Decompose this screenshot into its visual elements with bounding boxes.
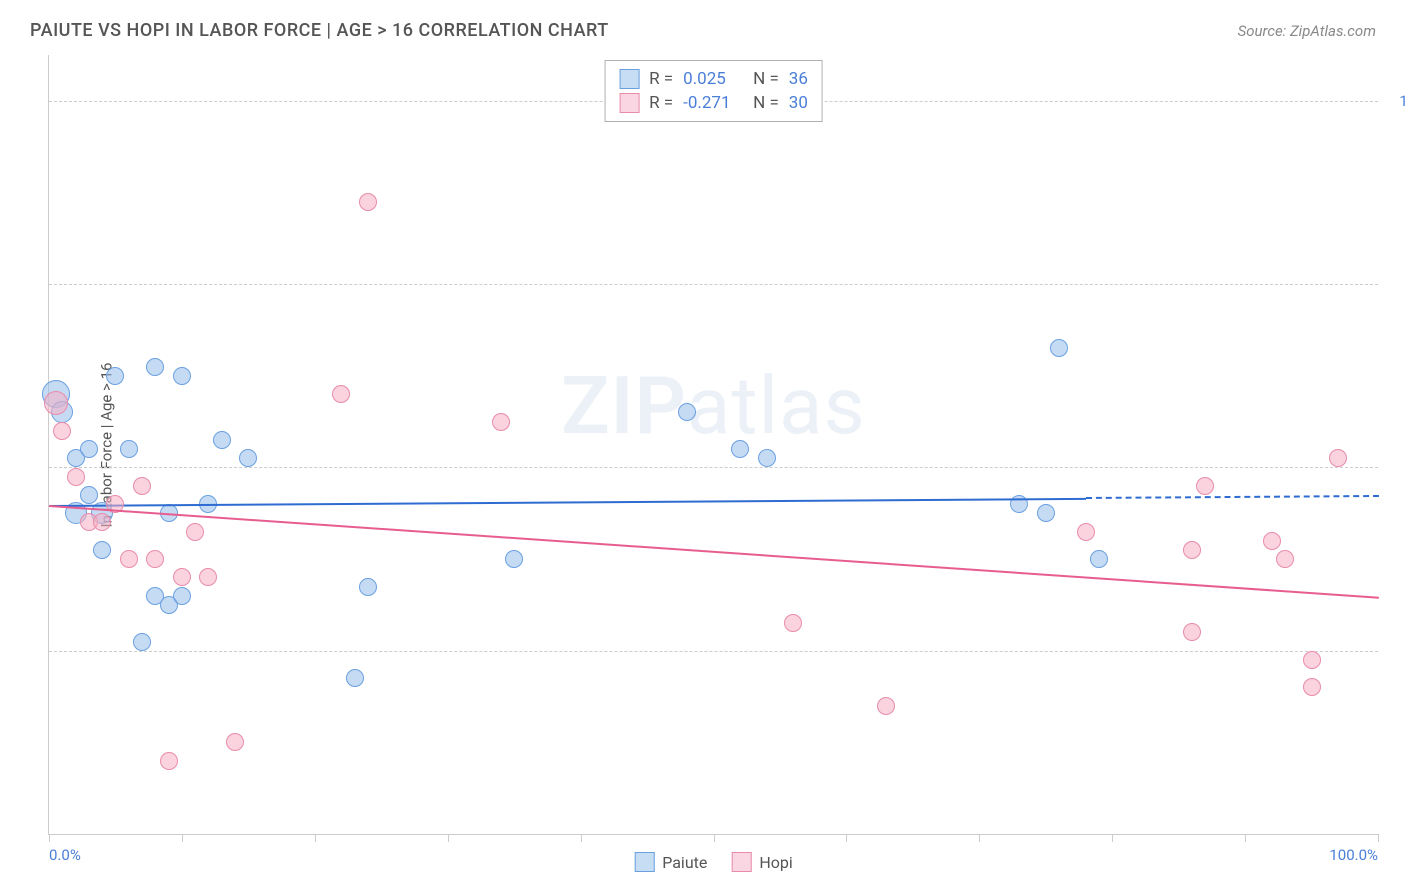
data-point xyxy=(1196,477,1214,495)
data-point xyxy=(1090,550,1108,568)
data-point xyxy=(1329,449,1347,467)
plot-area xyxy=(49,55,1378,834)
stats-row: R = -0.271 N = 30 xyxy=(619,91,808,115)
data-point xyxy=(173,568,191,586)
data-point xyxy=(346,669,364,687)
legend-label: Hopi xyxy=(759,853,792,872)
data-point xyxy=(1050,339,1068,357)
data-point xyxy=(1037,504,1055,522)
data-point xyxy=(877,697,895,715)
stats-legend: R = 0.025 N = 36 R = -0.271 N = 30 xyxy=(604,60,823,122)
data-point xyxy=(133,477,151,495)
x-max-label: 100.0% xyxy=(1329,846,1378,864)
data-point xyxy=(1303,651,1321,669)
r-value: -0.271 xyxy=(683,93,743,113)
y-tick-label: 60.0% xyxy=(1388,458,1406,476)
data-point xyxy=(784,614,802,632)
data-point xyxy=(173,367,191,385)
stats-row: R = 0.025 N = 36 xyxy=(619,67,808,91)
x-tick xyxy=(979,834,980,842)
data-point xyxy=(120,550,138,568)
data-point xyxy=(359,193,377,211)
x-tick xyxy=(448,834,449,842)
data-point xyxy=(1077,523,1095,541)
data-point xyxy=(80,486,98,504)
x-tick xyxy=(1112,834,1113,842)
data-point xyxy=(1276,550,1294,568)
trend-line xyxy=(49,505,1379,599)
data-point xyxy=(146,358,164,376)
y-tick-label: 40.0% xyxy=(1388,642,1406,660)
data-point xyxy=(731,440,749,458)
data-point xyxy=(199,568,217,586)
data-point xyxy=(133,633,151,651)
data-point xyxy=(173,587,191,605)
data-point xyxy=(1263,532,1281,550)
legend-item: Paiute xyxy=(634,852,707,872)
data-point xyxy=(160,752,178,770)
chart-title: PAIUTE VS HOPI IN LABOR FORCE | AGE > 16… xyxy=(30,20,609,41)
data-point xyxy=(239,449,257,467)
data-point xyxy=(758,449,776,467)
series-swatch xyxy=(619,69,639,89)
data-point xyxy=(1303,678,1321,696)
n-label: N = xyxy=(753,93,779,113)
data-point xyxy=(492,413,510,431)
data-point xyxy=(186,523,204,541)
data-point xyxy=(146,550,164,568)
r-value: 0.025 xyxy=(683,69,743,89)
legend-swatch xyxy=(731,852,751,872)
data-point xyxy=(106,367,124,385)
x-min-label: 0.0% xyxy=(49,846,81,864)
x-tick xyxy=(182,834,183,842)
data-point xyxy=(359,578,377,596)
data-point xyxy=(213,431,231,449)
data-point xyxy=(120,440,138,458)
x-tick xyxy=(846,834,847,842)
n-value: 30 xyxy=(789,93,808,113)
x-tick xyxy=(714,834,715,842)
legend-label: Paiute xyxy=(662,853,707,872)
data-point xyxy=(80,440,98,458)
x-tick xyxy=(581,834,582,842)
legend-item: Hopi xyxy=(731,852,792,872)
legend-swatch xyxy=(634,852,654,872)
data-point xyxy=(678,403,696,421)
data-point xyxy=(53,422,71,440)
r-label: R = xyxy=(649,93,673,113)
x-tick xyxy=(315,834,316,842)
data-point xyxy=(93,541,111,559)
data-point xyxy=(93,513,111,531)
data-point xyxy=(67,468,85,486)
y-tick-label: 80.0% xyxy=(1388,275,1406,293)
data-point xyxy=(332,385,350,403)
x-tick xyxy=(49,834,50,842)
n-value: 36 xyxy=(789,69,808,89)
data-point xyxy=(226,733,244,751)
data-point xyxy=(1183,541,1201,559)
x-tick xyxy=(1245,834,1246,842)
trend-line-extrapolated xyxy=(1086,495,1379,499)
chart-container: In Labor Force | Age > 16 40.0%60.0%80.0… xyxy=(48,55,1378,835)
data-point xyxy=(44,391,68,415)
n-label: N = xyxy=(753,69,779,89)
x-tick xyxy=(1378,834,1379,842)
bottom-legend: Paiute Hopi xyxy=(634,852,793,872)
data-point xyxy=(505,550,523,568)
data-point xyxy=(1183,623,1201,641)
series-swatch xyxy=(619,93,639,113)
y-tick-label: 100.0% xyxy=(1388,92,1406,110)
source-label: Source: ZipAtlas.com xyxy=(1238,22,1376,40)
r-label: R = xyxy=(649,69,673,89)
